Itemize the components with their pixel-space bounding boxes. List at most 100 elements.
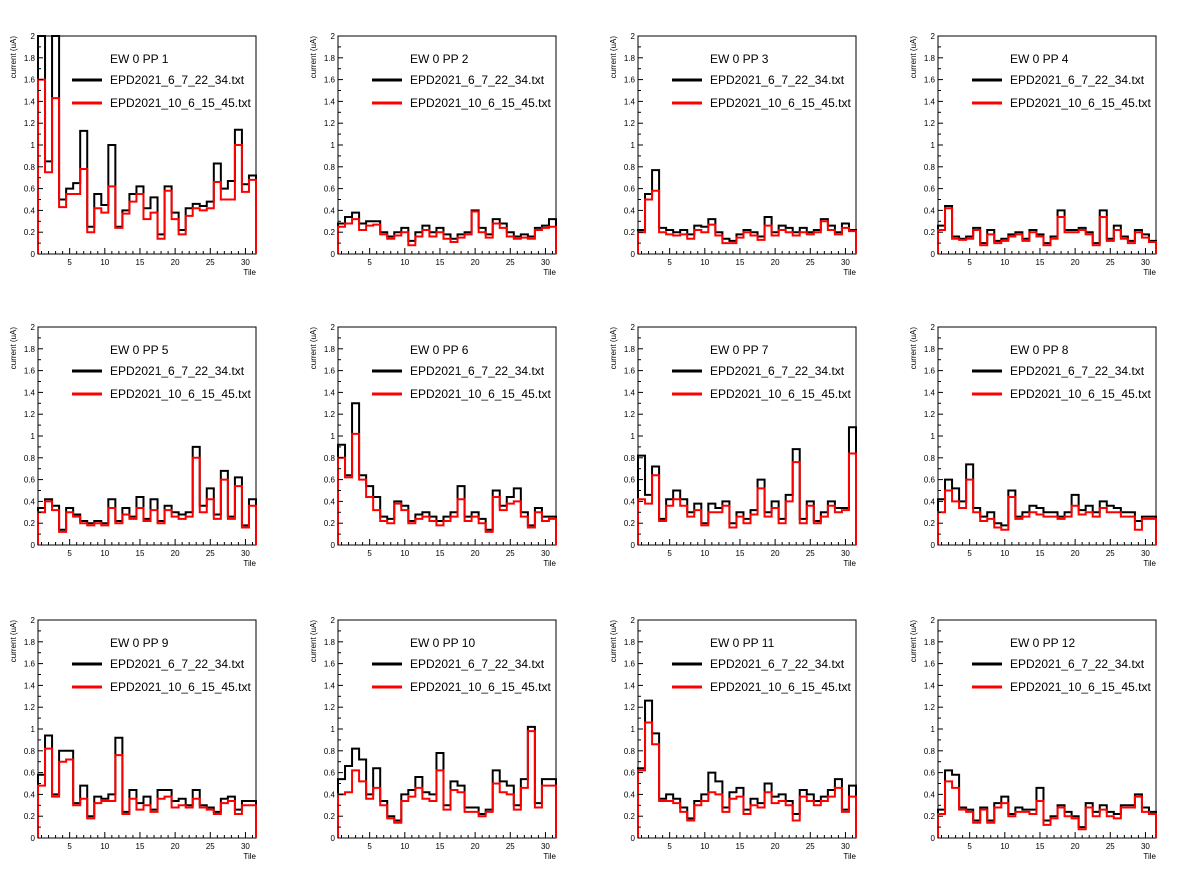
y-tick-label: 1.8: [324, 345, 336, 354]
y-tick-label: 0.4: [324, 790, 336, 799]
histogram-panel: 00.20.40.60.811.21.41.61.825 10 15 20 25 30Ti…: [609, 32, 857, 277]
y-tick-label: 2: [331, 32, 336, 41]
y-tick-label: 0: [931, 250, 936, 259]
y-tick-label: 1.8: [624, 54, 636, 63]
x-tick-label: 10: [700, 258, 709, 267]
y-tick-label: 1.8: [624, 345, 636, 354]
x-tick-label: 15: [1036, 549, 1045, 558]
x-tick-label: 25: [506, 258, 515, 267]
x-tick-label: 10: [400, 549, 409, 558]
series-black-step-line: [637, 169, 857, 254]
x-tick-label: 10: [700, 549, 709, 558]
series-black-step-line: [337, 402, 557, 545]
y-tick-label: 1.4: [24, 388, 36, 397]
y-axis-label: current (uA): [309, 36, 318, 79]
y-tick-label: 0: [31, 541, 36, 550]
y-tick-label: 0.8: [924, 454, 936, 463]
y-tick-label: 1.8: [924, 54, 936, 63]
x-tick-label: 5: [967, 549, 972, 558]
x-tick-label: 15: [436, 258, 445, 267]
y-tick-label: 0.6: [324, 476, 336, 485]
x-tick-label: 5: [367, 549, 372, 558]
x-tick-label: 30: [1141, 549, 1150, 558]
y-axis-label: current (uA): [9, 36, 18, 79]
y-tick-label: 0: [931, 834, 936, 843]
legend-entry: EPD2021_6_7_22_34.txt: [410, 657, 545, 671]
x-tick-label: 5: [367, 842, 372, 851]
y-tick-label: 1.8: [324, 54, 336, 63]
y-tick-label: 0.8: [24, 454, 36, 463]
y-tick-label: 1.2: [324, 410, 336, 419]
y-tick-label: 1: [331, 141, 336, 150]
y-tick-label: 2: [31, 323, 36, 332]
y-tick-label: 1.4: [924, 681, 936, 690]
y-tick-label: 1.6: [24, 76, 36, 85]
y-axis-label: current (uA): [909, 620, 918, 663]
y-axis-label: current (uA): [609, 327, 618, 370]
legend-entry: EPD2021_6_7_22_34.txt: [410, 73, 545, 87]
x-tick-label: 5: [967, 258, 972, 267]
y-tick-label: 0.8: [624, 747, 636, 756]
x-axis-label: Tile: [843, 852, 856, 861]
legend-entry: EPD2021_10_6_15_45.txt: [710, 96, 851, 110]
series-red-step-line: [637, 721, 857, 838]
y-tick-label: 0.6: [924, 476, 936, 485]
x-tick-label: 10: [700, 842, 709, 851]
y-tick-label: 1.6: [624, 367, 636, 376]
y-tick-label: 0.2: [924, 519, 936, 528]
series-black-step-line: [37, 35, 257, 254]
y-tick-label: 1.8: [624, 638, 636, 647]
x-tick-label: 25: [206, 258, 215, 267]
x-tick-label: 20: [771, 549, 780, 558]
x-tick-label: 10: [100, 258, 109, 267]
y-tick-label: 0.4: [624, 497, 636, 506]
legend-entry: EPD2021_10_6_15_45.txt: [710, 680, 851, 694]
x-tick-label: 5: [667, 258, 672, 267]
plot-frame: [37, 35, 257, 255]
legend-entry: EPD2021_10_6_15_45.txt: [110, 96, 251, 110]
y-tick-label: 1: [631, 725, 636, 734]
y-tick-label: 0.6: [624, 185, 636, 194]
legend-entry: EPD2021_6_7_22_34.txt: [710, 73, 845, 87]
y-tick-label: 0.4: [324, 497, 336, 506]
y-tick-label: 1.2: [924, 410, 936, 419]
y-tick-label: 1.4: [324, 97, 336, 106]
y-tick-label: 0.2: [924, 228, 936, 237]
y-tick-label: 2: [331, 323, 336, 332]
legend-entry: EPD2021_10_6_15_45.txt: [410, 96, 551, 110]
legend-entry: EPD2021_10_6_15_45.txt: [110, 387, 251, 401]
series-black-step-line: [637, 426, 857, 545]
series-black-step-line: [637, 699, 857, 838]
x-tick-label: 10: [1000, 258, 1009, 267]
x-tick-label: 30: [841, 258, 850, 267]
y-tick-label: 1: [331, 725, 336, 734]
y-tick-label: 1.4: [24, 97, 36, 106]
y-tick-label: 1: [31, 432, 36, 441]
y-tick-label: 1.4: [24, 681, 36, 690]
x-tick-label: 20: [171, 549, 180, 558]
chart-title: EW 0 PP 5: [110, 343, 169, 357]
y-tick-label: 0.8: [324, 747, 336, 756]
x-tick-label: 10: [1000, 842, 1009, 851]
legend-entry: EPD2021_6_7_22_34.txt: [110, 657, 245, 671]
legend-entry: EPD2021_6_7_22_34.txt: [710, 657, 845, 671]
y-axis-label: current (uA): [609, 620, 618, 663]
y-tick-label: 0.4: [624, 790, 636, 799]
y-tick-label: 1: [631, 432, 636, 441]
chart-title: EW 0 PP 3: [710, 52, 769, 66]
y-tick-label: 1.2: [324, 703, 336, 712]
x-tick-label: 30: [541, 842, 550, 851]
y-tick-label: 1.2: [24, 703, 36, 712]
x-axis-label: Tile: [1143, 268, 1156, 277]
x-axis-label: Tile: [243, 852, 256, 861]
y-axis-label: current (uA): [909, 327, 918, 370]
series-red-step-line: [337, 730, 557, 838]
y-tick-label: 1.8: [24, 54, 36, 63]
y-tick-label: 0.8: [624, 163, 636, 172]
x-tick-label: 15: [1036, 258, 1045, 267]
series-red-step-line: [37, 456, 257, 545]
chart-title: EW 0 PP 8: [1010, 343, 1069, 357]
legend-entry: EPD2021_10_6_15_45.txt: [410, 680, 551, 694]
y-tick-label: 0.8: [24, 747, 36, 756]
histogram-panel: 00.20.40.60.811.21.41.61.825 10 15 20 25 30Ti…: [309, 323, 557, 568]
